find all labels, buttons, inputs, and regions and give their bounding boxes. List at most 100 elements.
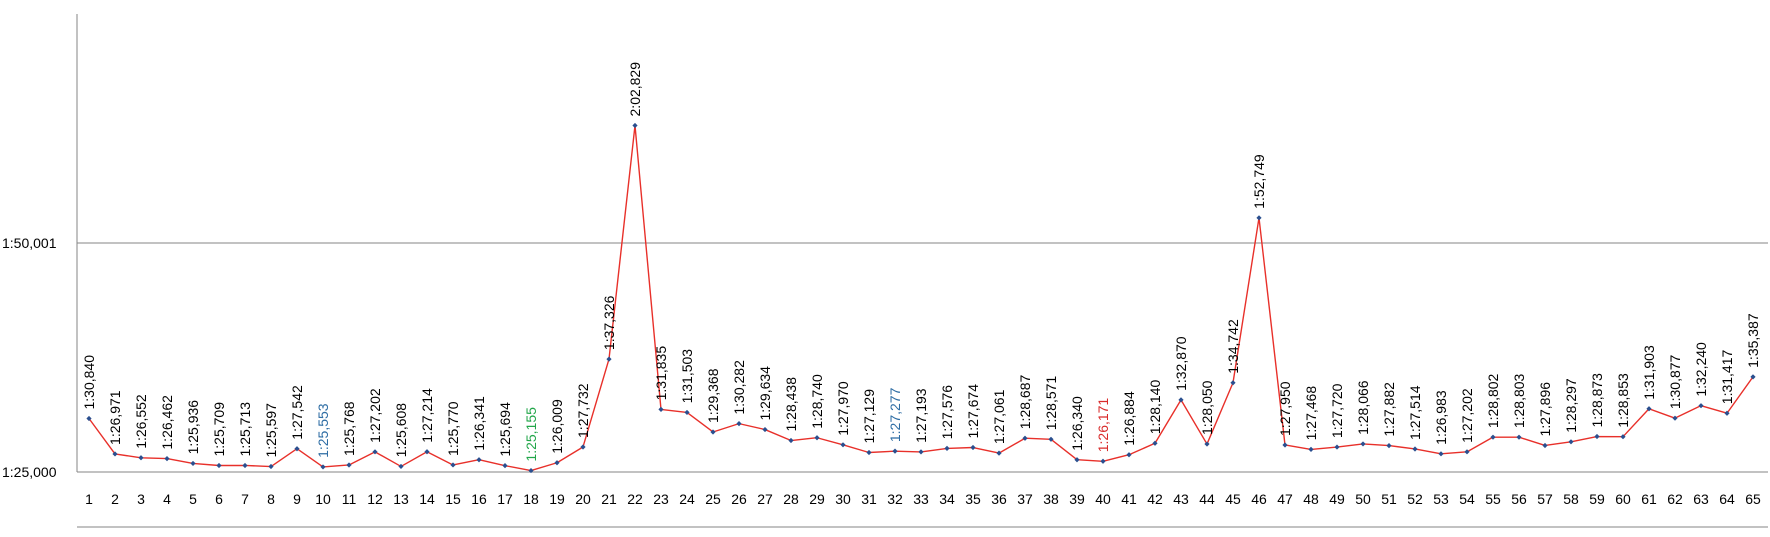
data-label: 1:52,749	[1251, 154, 1267, 209]
x-tick-label: 47	[1277, 491, 1293, 507]
data-point-marker	[1022, 435, 1028, 441]
x-tick-label: 40	[1095, 491, 1111, 507]
x-tick-label: 53	[1433, 491, 1449, 507]
data-point-marker	[762, 426, 768, 433]
x-tick-label: 48	[1303, 491, 1319, 507]
y-tick-labels: 1:25,000 1:50,001	[2, 235, 57, 480]
data-point-marker	[346, 462, 352, 468]
x-tick-label: 8	[267, 491, 275, 507]
x-tick-label: 38	[1043, 491, 1059, 507]
data-point-marker	[138, 455, 144, 461]
data-point-marker	[1308, 446, 1314, 452]
x-tick-label: 52	[1407, 491, 1423, 507]
x-tick-label: 46	[1251, 491, 1267, 507]
x-tick-label: 32	[887, 491, 903, 507]
x-tick-label: 42	[1147, 491, 1163, 507]
data-label: 1:25,709	[211, 402, 227, 457]
data-point-marker	[632, 122, 638, 129]
x-tick-label: 64	[1719, 491, 1735, 507]
data-point-marker	[476, 457, 482, 463]
data-point-marker	[970, 444, 976, 451]
data-label: 1:26,340	[1069, 396, 1085, 451]
data-label: 1:31,503	[679, 349, 695, 404]
x-tick-label: 12	[367, 491, 383, 507]
data-point-marker	[1386, 443, 1392, 449]
data-label: 1:26,009	[549, 399, 565, 454]
data-point-marker	[1542, 442, 1548, 449]
x-tick-label: 13	[393, 491, 409, 507]
data-label: 2:02,829	[627, 62, 643, 117]
data-point-marker	[242, 462, 248, 469]
data-point-marker	[944, 445, 950, 452]
data-point-marker	[216, 462, 222, 469]
x-tick-label: 29	[809, 491, 825, 507]
data-point-marker	[268, 463, 274, 470]
x-tick-label: 4	[163, 491, 171, 507]
data-point-marker	[1594, 433, 1600, 440]
data-point-marker	[1490, 434, 1496, 440]
data-label: 1:25,155	[523, 407, 539, 462]
data-point-marker	[1334, 444, 1340, 450]
x-tick-label: 31	[861, 491, 877, 507]
data-points	[86, 122, 1756, 474]
x-tick-label: 54	[1459, 491, 1475, 507]
data-label: 1:31,417	[1719, 350, 1735, 405]
x-tick-label: 44	[1199, 491, 1215, 507]
data-point-marker	[840, 442, 846, 448]
data-point-marker	[580, 444, 586, 450]
data-point-marker	[1698, 403, 1704, 409]
data-point-marker	[1360, 441, 1366, 447]
data-label: 1:28,803	[1511, 373, 1527, 428]
data-label: 1:28,140	[1147, 380, 1163, 435]
data-label: 1:27,061	[991, 389, 1007, 444]
data-label: 1:27,576	[939, 385, 955, 440]
data-point-marker	[372, 449, 378, 455]
data-label: 1:27,720	[1329, 383, 1345, 438]
data-point-marker	[528, 467, 534, 474]
data-point-marker	[892, 448, 898, 454]
data-point-marker	[424, 449, 430, 455]
data-label: 1:28,853	[1615, 373, 1631, 428]
data-label: 1:26,884	[1121, 391, 1137, 446]
x-tick-label: 14	[419, 491, 435, 507]
data-point-marker	[1464, 449, 1470, 455]
data-point-marker	[164, 456, 170, 462]
x-tick-label: 11	[342, 491, 357, 507]
data-point-marker	[1724, 410, 1730, 416]
data-point-marker	[1282, 442, 1288, 448]
data-label: 1:34,742	[1225, 319, 1241, 374]
x-tick-label: 51	[1381, 491, 1397, 507]
data-point-marker	[1672, 415, 1678, 421]
data-label: 1:26,171	[1095, 398, 1111, 453]
x-tick-label: 7	[241, 491, 249, 507]
axes	[76, 14, 1768, 528]
data-label: 1:27,896	[1537, 382, 1553, 437]
data-label: 1:28,438	[783, 377, 799, 432]
data-point-marker	[1750, 374, 1756, 380]
data-point-marker	[814, 435, 820, 441]
data-label: 1:32,240	[1693, 342, 1709, 397]
data-point-marker	[1516, 434, 1522, 440]
data-point-marker	[502, 463, 508, 469]
x-tick-label: 60	[1615, 491, 1631, 507]
data-label: 1:29,634	[757, 366, 773, 421]
x-tick-label: 33	[913, 491, 929, 507]
data-label: 1:31,835	[653, 346, 669, 401]
data-point-marker	[1412, 446, 1418, 452]
data-label: 1:25,553	[315, 403, 331, 458]
data-point-marker	[112, 451, 118, 457]
data-labels: 1:30,840 1:26,971 1:26,552 1:26,462 1:25,936…	[81, 62, 1761, 462]
x-tick-label: 49	[1329, 491, 1345, 507]
data-label: 1:25,694	[497, 402, 513, 457]
x-tick-label: 1	[85, 491, 93, 507]
x-tick-label: 15	[445, 491, 461, 507]
x-tick-label: 18	[523, 491, 539, 507]
data-point-marker	[1256, 215, 1262, 221]
data-point-marker	[554, 460, 560, 466]
data-point-marker	[1048, 436, 1054, 442]
x-tick-label: 55	[1485, 491, 1501, 507]
data-label: 1:28,802	[1485, 373, 1501, 428]
data-label: 1:27,732	[575, 383, 591, 438]
x-tick-label: 17	[497, 491, 513, 507]
